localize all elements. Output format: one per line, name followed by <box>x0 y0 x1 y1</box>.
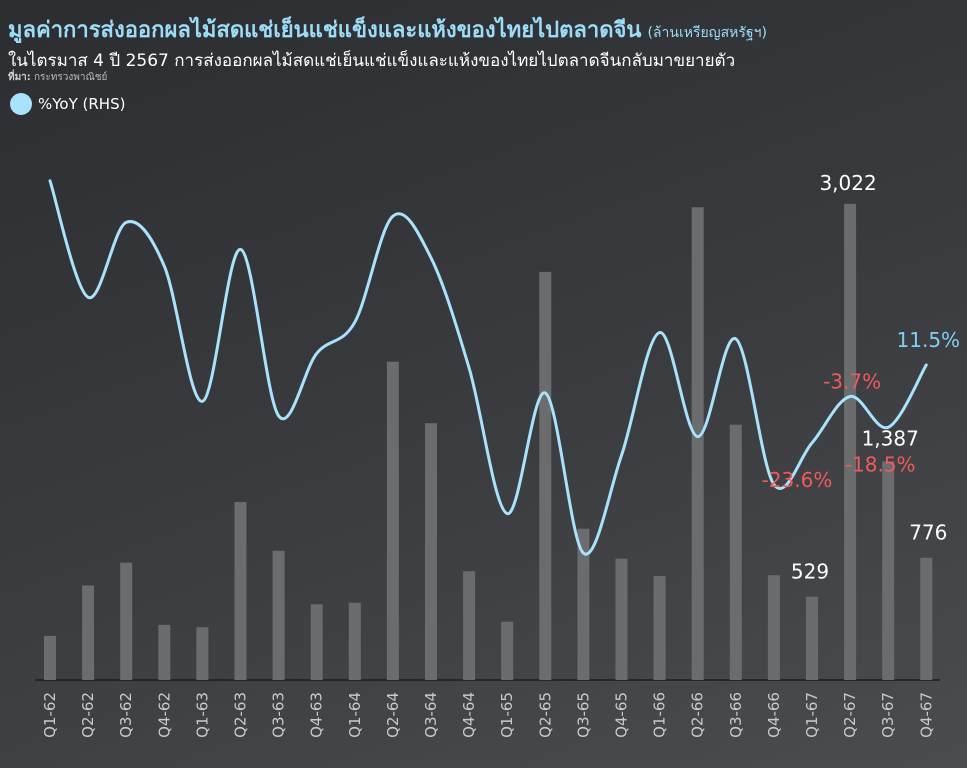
bar-Q3-67 <box>882 461 895 680</box>
data-label-11-5-: 11.5% <box>897 328 961 352</box>
bar-Q2-66 <box>691 207 704 681</box>
bar-Q4-67 <box>920 557 933 680</box>
x-tick-label-Q3-66: Q3-66 <box>727 692 745 738</box>
yoy-line <box>48 179 928 556</box>
x-tick-label-Q4-63: Q4-63 <box>308 692 326 738</box>
bar-Q2-65 <box>539 271 552 680</box>
x-tick-label-Q3-62: Q3-62 <box>117 692 135 738</box>
bar-Q2-63 <box>234 501 247 680</box>
bar-Q4-63 <box>310 604 323 680</box>
bar-Q3-62 <box>120 562 133 680</box>
data-label-1-387: 1,387 <box>862 426 919 450</box>
x-tick-label-Q1-64: Q1-64 <box>346 692 364 738</box>
bar-Q1-65 <box>501 621 514 680</box>
bar-Q4-66 <box>767 575 780 680</box>
legend-label-yoy: %YoY (RHS) <box>38 95 126 113</box>
x-tick-label-Q2-64: Q2-64 <box>384 692 402 738</box>
bar-Q1-64 <box>348 602 361 680</box>
x-tick-label-Q1-66: Q1-66 <box>651 692 669 738</box>
bar-Q2-62 <box>82 585 95 680</box>
x-tick-label-Q1-63: Q1-63 <box>193 692 211 738</box>
source-value: กระทรวงพาณิชย์ <box>34 72 108 83</box>
bar-Q1-63 <box>196 627 209 680</box>
x-tick-label-Q4-67: Q4-67 <box>917 692 935 738</box>
source-label: ที่มา: <box>8 72 31 83</box>
bar-Q3-66 <box>729 424 742 680</box>
chart-title: มูลค่าการส่งออกผลไม้สดแช่เย็นแช่แข็งและแ… <box>8 12 767 47</box>
bar-Q3-64 <box>425 423 437 680</box>
bar-Q1-66 <box>653 576 666 680</box>
bar-Q1-67 <box>806 596 818 680</box>
x-tick-label-Q2-63: Q2-63 <box>232 692 250 738</box>
data-label--3-7-: -3.7% <box>823 369 881 393</box>
data-label-776: 776 <box>909 521 947 545</box>
x-tick-label-Q4-66: Q4-66 <box>765 692 783 738</box>
x-tick-label-Q3-65: Q3-65 <box>574 692 592 738</box>
chart-unit: (ล้านเหรียญสหรัฐฯ) <box>647 25 767 41</box>
x-tick-label-Q1-62: Q1-62 <box>41 692 59 738</box>
x-tick-label-Q1-67: Q1-67 <box>803 692 821 738</box>
x-tick-label-Q4-64: Q4-64 <box>460 692 478 738</box>
x-tick-label-Q1-65: Q1-65 <box>498 692 516 738</box>
data-label-3-022: 3,022 <box>819 171 876 195</box>
bar-Q1-62 <box>44 635 56 680</box>
x-tick-label-Q2-67: Q2-67 <box>841 692 859 738</box>
data-label-529: 529 <box>791 560 829 584</box>
bar-Q3-63 <box>272 550 285 680</box>
x-tick-label-Q3-64: Q3-64 <box>422 692 440 738</box>
chart-source: ที่มา: กระทรวงพาณิชย์ <box>8 70 107 85</box>
bar-Q4-65 <box>615 558 628 680</box>
legend-swatch-yoy <box>10 93 32 115</box>
bar-Q4-64 <box>463 571 476 680</box>
bar-Q2-64 <box>386 361 399 680</box>
x-tick-label-Q2-65: Q2-65 <box>536 692 554 738</box>
data-label--23-6-: -23.6% <box>762 468 833 492</box>
bar-Q4-62 <box>158 624 171 680</box>
bar-Q2-67 <box>844 203 857 680</box>
x-tick-label-Q2-62: Q2-62 <box>79 692 97 738</box>
data-label--18-5-: -18.5% <box>845 452 916 476</box>
chart-subtitle: ในไตรมาส 4 ปี 2567 การส่งออกผลไม้สดแช่เย… <box>8 51 736 71</box>
x-tick-label-Q2-66: Q2-66 <box>689 692 707 738</box>
bar-Q3-65 <box>577 528 590 680</box>
chart-title-text: มูลค่าการส่งออกผลไม้สดแช่เย็นแช่แข็งและแ… <box>8 18 642 43</box>
x-tick-label-Q3-63: Q3-63 <box>270 692 288 738</box>
chart-legend: %YoY (RHS) <box>10 93 125 115</box>
x-tick-label-Q4-62: Q4-62 <box>155 692 173 738</box>
x-tick-label-Q3-67: Q3-67 <box>879 692 897 738</box>
x-tick-label-Q4-65: Q4-65 <box>613 692 631 738</box>
